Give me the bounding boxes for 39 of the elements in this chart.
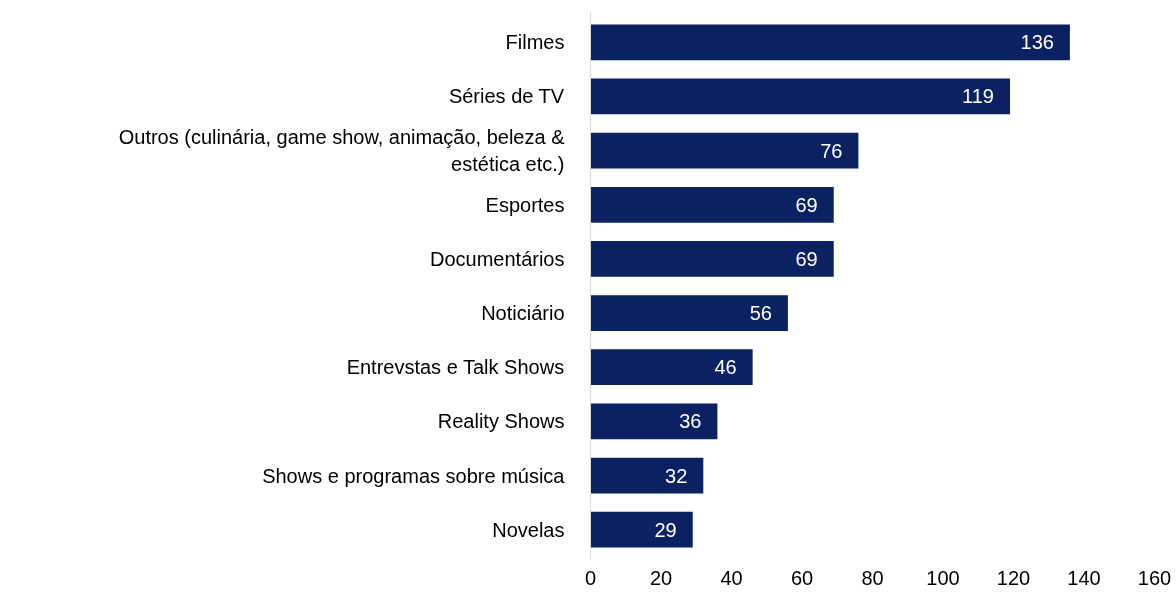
x-tick-label: 100 [926,566,960,589]
bar [590,78,1010,115]
y-tick-label: Outros (culinária, game show, animação, beleza & estética etc.) [118,126,566,175]
bar [590,241,834,277]
data-label: 136 [1020,31,1054,54]
x-tick-label: 140 [1067,566,1101,589]
data-label: 69 [795,247,818,270]
bar [590,349,753,386]
y-tick-label: Séries de TV [448,85,565,108]
x-tick-label: 120 [996,566,1031,589]
y-tick-label: Entrevstas e Talk Shows [346,356,565,379]
bar [590,24,1070,61]
x-tick-label: 160 [1137,566,1172,589]
bar [590,511,693,548]
data-label: 69 [795,193,818,216]
bar [590,186,834,223]
y-tick-label: Esportes [485,193,565,216]
data-label: 46 [714,356,737,379]
y-tick-label: Noticiário [481,302,565,325]
data-label: 56 [749,302,772,325]
data-label: 29 [654,518,677,541]
x-tick-label: 0 [584,566,597,589]
bar [590,295,788,331]
data-label: 119 [962,85,994,108]
x-tick-label: 60 [790,566,814,589]
y-tick-label: Documentários [430,247,565,270]
x-tick-label: 80 [861,566,884,589]
x-tick-label: 40 [720,566,743,589]
data-label: 76 [820,139,843,162]
y-tick-label: Reality Shows [437,410,565,433]
x-tick-label: 20 [649,566,673,589]
y-tick-label: Shows e programas sobre música [262,464,566,487]
bar [590,403,718,440]
bar [590,132,859,169]
bar [590,457,704,494]
y-tick-label: Filmes [505,31,565,54]
data-label: 36 [679,410,702,433]
data-label: 32 [665,464,688,487]
y-tick-label: Novelas [492,518,565,541]
